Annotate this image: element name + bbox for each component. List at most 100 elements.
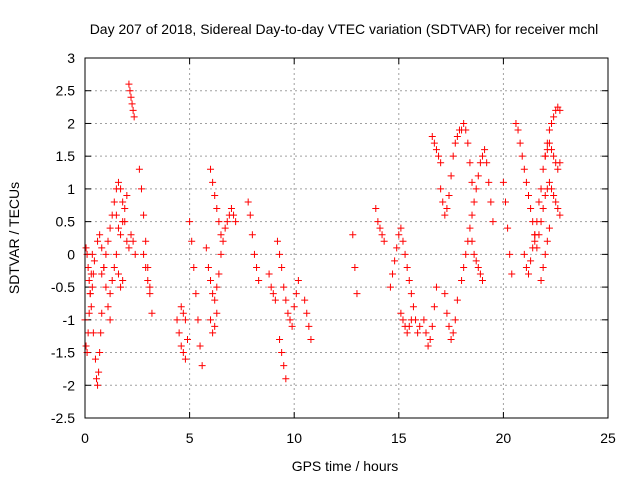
data-point — [114, 270, 122, 278]
data-point — [399, 237, 407, 245]
data-point — [403, 329, 411, 337]
data-point — [453, 296, 461, 304]
y-tick-label: 3 — [67, 50, 75, 66]
data-point — [207, 165, 215, 173]
data-point — [458, 277, 466, 285]
data-point — [351, 263, 359, 271]
data-point — [192, 290, 200, 298]
data-point — [552, 198, 560, 206]
data-point — [399, 316, 407, 324]
data-point — [556, 159, 564, 167]
data-point — [476, 159, 484, 167]
data-point — [476, 270, 484, 278]
data-point — [146, 290, 154, 298]
data-point — [464, 139, 472, 147]
data-point — [554, 205, 562, 213]
data-point — [129, 106, 137, 114]
data-point — [106, 316, 114, 324]
data-point — [437, 185, 445, 193]
data-point — [405, 277, 413, 285]
data-point — [288, 322, 296, 330]
data-point — [468, 211, 476, 219]
data-point — [102, 283, 110, 291]
data-point — [535, 198, 543, 206]
series-sat-h — [125, 80, 138, 121]
data-point — [535, 231, 543, 239]
series-sat-ag — [499, 178, 516, 278]
data-point — [307, 335, 315, 343]
x-tick-label: 20 — [496, 430, 512, 446]
data-point — [98, 244, 106, 252]
data-point — [265, 270, 273, 278]
data-point — [409, 303, 417, 311]
data-point — [89, 270, 97, 278]
data-point — [140, 211, 148, 219]
data-point — [84, 263, 92, 271]
data-point — [179, 349, 187, 357]
plot-frame — [84, 57, 609, 419]
data-point — [512, 119, 520, 127]
data-point — [184, 335, 192, 343]
data-point — [386, 283, 394, 291]
data-point — [548, 185, 556, 193]
data-point — [556, 106, 564, 114]
data-point — [126, 87, 134, 95]
data-point — [470, 198, 478, 206]
data-point — [533, 244, 541, 252]
series-sat-aa — [420, 283, 440, 350]
data-point — [96, 231, 104, 239]
series-sat-v — [301, 296, 315, 343]
series-sat-d — [94, 231, 114, 324]
data-point — [194, 316, 202, 324]
data-point — [131, 250, 139, 258]
data-point — [539, 165, 547, 173]
data-point — [470, 250, 478, 258]
data-point — [130, 113, 138, 121]
data-point — [278, 349, 286, 357]
data-point — [292, 290, 300, 298]
data-point — [301, 296, 309, 304]
data-point — [123, 191, 131, 199]
data-point — [453, 133, 461, 141]
y-tick-label: 2.5 — [56, 83, 76, 99]
data-point — [481, 146, 489, 154]
data-point — [129, 237, 137, 245]
chart-title: Day 207 of 2018, Sidereal Day-to-day VTE… — [90, 21, 599, 37]
series-sat-n — [186, 218, 206, 370]
data-point — [514, 126, 522, 134]
data-point — [110, 263, 118, 271]
data-point — [520, 250, 528, 258]
data-point — [443, 309, 451, 317]
data-point — [186, 218, 194, 226]
series-sat-ai — [520, 103, 564, 278]
data-point — [207, 277, 215, 285]
series-sat-s — [265, 270, 279, 304]
y-tick-label: 2 — [67, 115, 75, 131]
series-sat-ab — [428, 133, 445, 167]
data-point — [82, 244, 90, 252]
data-point — [95, 368, 103, 376]
data-point — [531, 237, 539, 245]
series-sat-ah — [512, 119, 539, 239]
data-point — [445, 322, 453, 330]
x-tick-label: 0 — [81, 430, 89, 446]
data-point — [432, 283, 440, 291]
data-point — [466, 224, 474, 232]
data-point — [213, 309, 221, 317]
data-point — [499, 178, 507, 186]
data-point — [428, 322, 436, 330]
data-point — [422, 329, 430, 337]
data-point — [430, 303, 438, 311]
data-point — [439, 198, 447, 206]
data-point — [468, 178, 476, 186]
series-sat-q — [207, 309, 221, 337]
data-point — [522, 263, 530, 271]
data-point — [209, 178, 217, 186]
data-point — [460, 119, 468, 127]
data-point — [303, 309, 311, 317]
data-point — [280, 283, 288, 291]
data-point — [211, 322, 219, 330]
y-tick-label: -2.5 — [51, 410, 75, 426]
x-tick-label: 5 — [186, 430, 194, 446]
data-point — [353, 290, 361, 298]
